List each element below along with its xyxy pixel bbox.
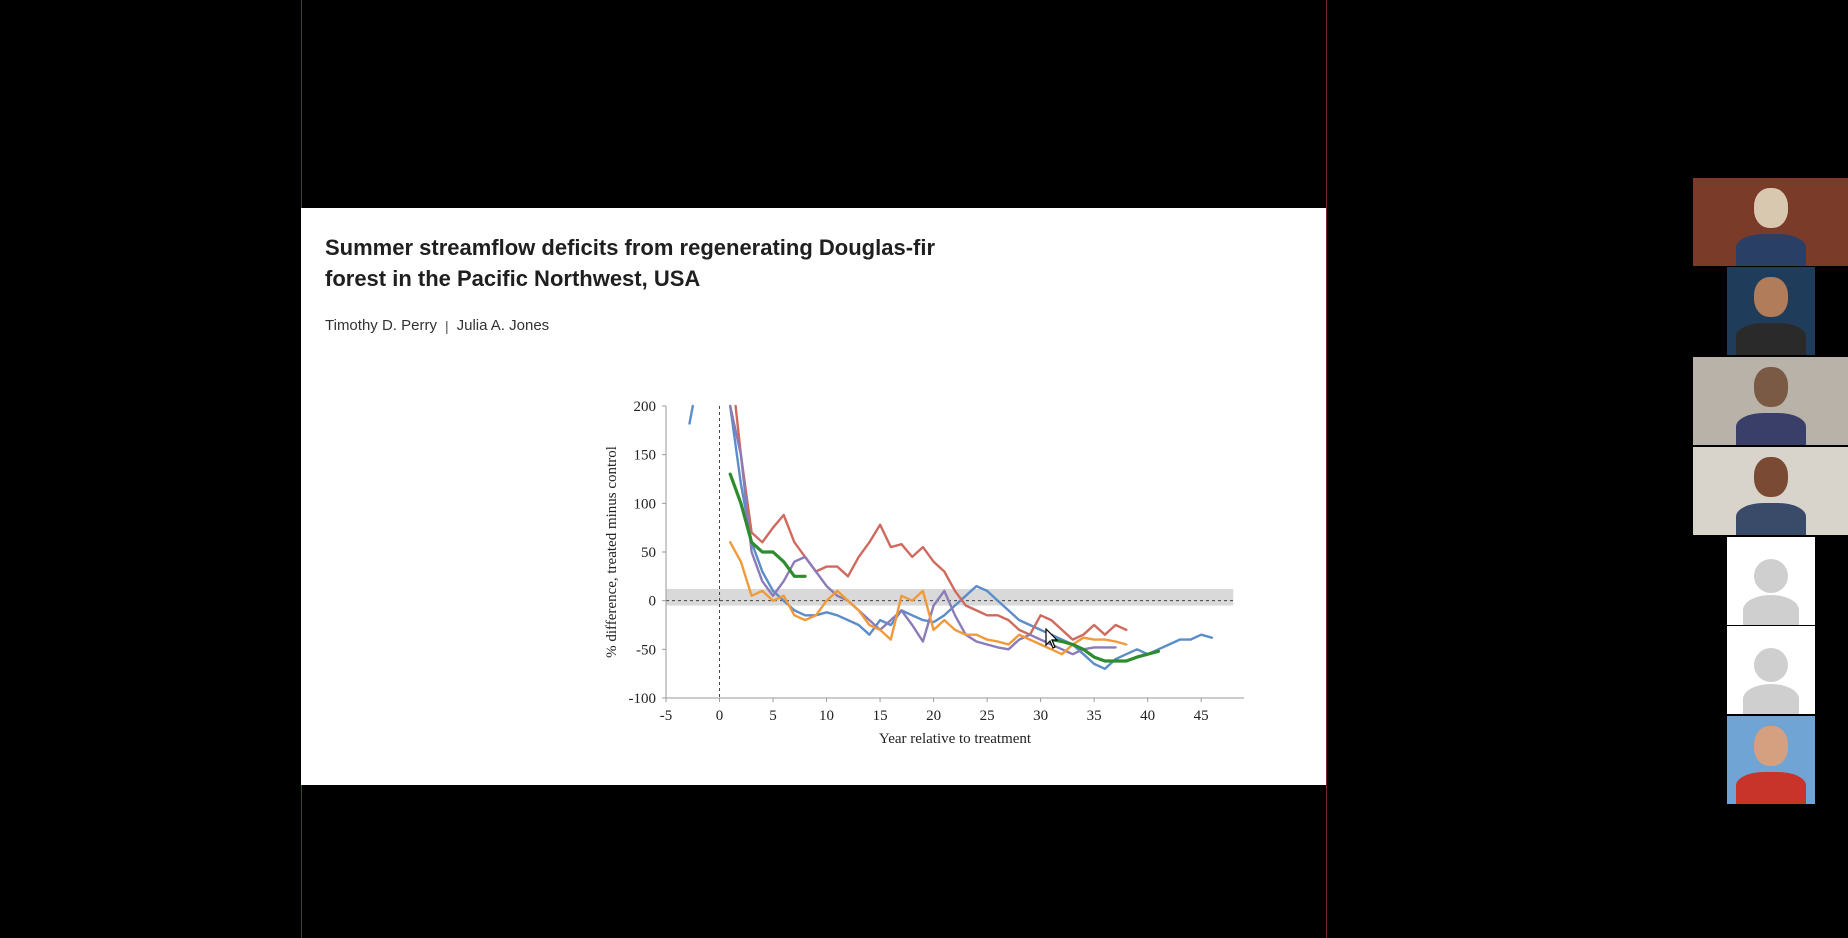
participant-face xyxy=(1753,367,1788,407)
participant-video-tile[interactable] xyxy=(1727,716,1815,804)
author-name: Julia A. Jones xyxy=(456,317,550,334)
y-tick-label: 0 xyxy=(649,594,657,610)
x-tick-label: 40 xyxy=(1140,708,1155,724)
y-tick-label: -100 xyxy=(629,691,657,707)
series-line-2 xyxy=(734,404,1128,641)
mouse-cursor-icon xyxy=(1045,628,1059,649)
series-line-1 xyxy=(729,404,1214,670)
y-tick-label: 150 xyxy=(634,448,657,464)
slide-title-line-2: forest in the Pacific Northwest, USA xyxy=(325,266,701,291)
participant-avatar-tile[interactable] xyxy=(1727,537,1815,625)
x-axis-title: Year relative to treatment xyxy=(879,731,1032,747)
x-tick-label: 0 xyxy=(716,708,724,724)
y-tick-label: 50 xyxy=(641,545,656,561)
y-tick-label: 100 xyxy=(634,496,657,512)
x-tick-label: 45 xyxy=(1194,708,1209,724)
series-line-5 xyxy=(728,472,807,578)
participant-video-tile[interactable] xyxy=(1693,357,1848,445)
participant-video-tile[interactable] xyxy=(1693,447,1848,535)
x-tick-label: 15 xyxy=(873,708,888,724)
slide-title-line-1: Summer streamflow deficits from regenera… xyxy=(325,235,936,260)
avatar-body-icon xyxy=(1743,684,1799,714)
author-name: Timothy D. Perry xyxy=(325,317,437,334)
avatar-head-icon xyxy=(1754,559,1788,593)
participant-shirt xyxy=(1735,413,1806,445)
series-line-4 xyxy=(729,541,1128,656)
x-tick-label: 25 xyxy=(980,708,995,724)
participant-shirt xyxy=(1736,323,1806,355)
x-tick-label: 35 xyxy=(1087,708,1102,724)
y-tick-label: 200 xyxy=(634,399,657,415)
series-line-3 xyxy=(729,404,1117,656)
participant-avatar-tile[interactable] xyxy=(1727,626,1815,714)
x-tick-label: 10 xyxy=(819,708,834,724)
x-tick-label: 30 xyxy=(1033,708,1048,724)
series-line-7 xyxy=(688,404,694,425)
participant-shirt xyxy=(1735,503,1806,535)
participant-shirt xyxy=(1736,772,1806,804)
y-axis-title: % difference, treated minus control xyxy=(604,446,620,658)
participant-face xyxy=(1753,188,1788,228)
y-tick-label: -50 xyxy=(636,642,656,658)
x-tick-label: -5 xyxy=(660,708,673,724)
x-tick-label: 5 xyxy=(769,708,777,724)
reference-band xyxy=(666,588,1234,606)
avatar-body-icon xyxy=(1743,595,1799,625)
x-tick-label: 20 xyxy=(926,708,941,724)
author-separator: | xyxy=(444,317,449,334)
participant-face xyxy=(1753,457,1788,497)
slide-authors: Timothy D. Perry | Julia A. Jones xyxy=(325,317,549,334)
series-line-6 xyxy=(1049,638,1161,663)
slide-title: Summer streamflow deficits from regenera… xyxy=(325,232,1025,294)
shared-slide: Summer streamflow deficits from regenera… xyxy=(301,208,1326,785)
participant-face xyxy=(1754,277,1788,317)
participant-video-tile[interactable] xyxy=(1693,178,1848,266)
avatar-head-icon xyxy=(1754,648,1788,682)
participant-face xyxy=(1754,726,1788,766)
screen-share-border-right xyxy=(1326,0,1327,938)
participant-shirt xyxy=(1735,234,1806,266)
participant-video-tile[interactable] xyxy=(1727,267,1815,355)
